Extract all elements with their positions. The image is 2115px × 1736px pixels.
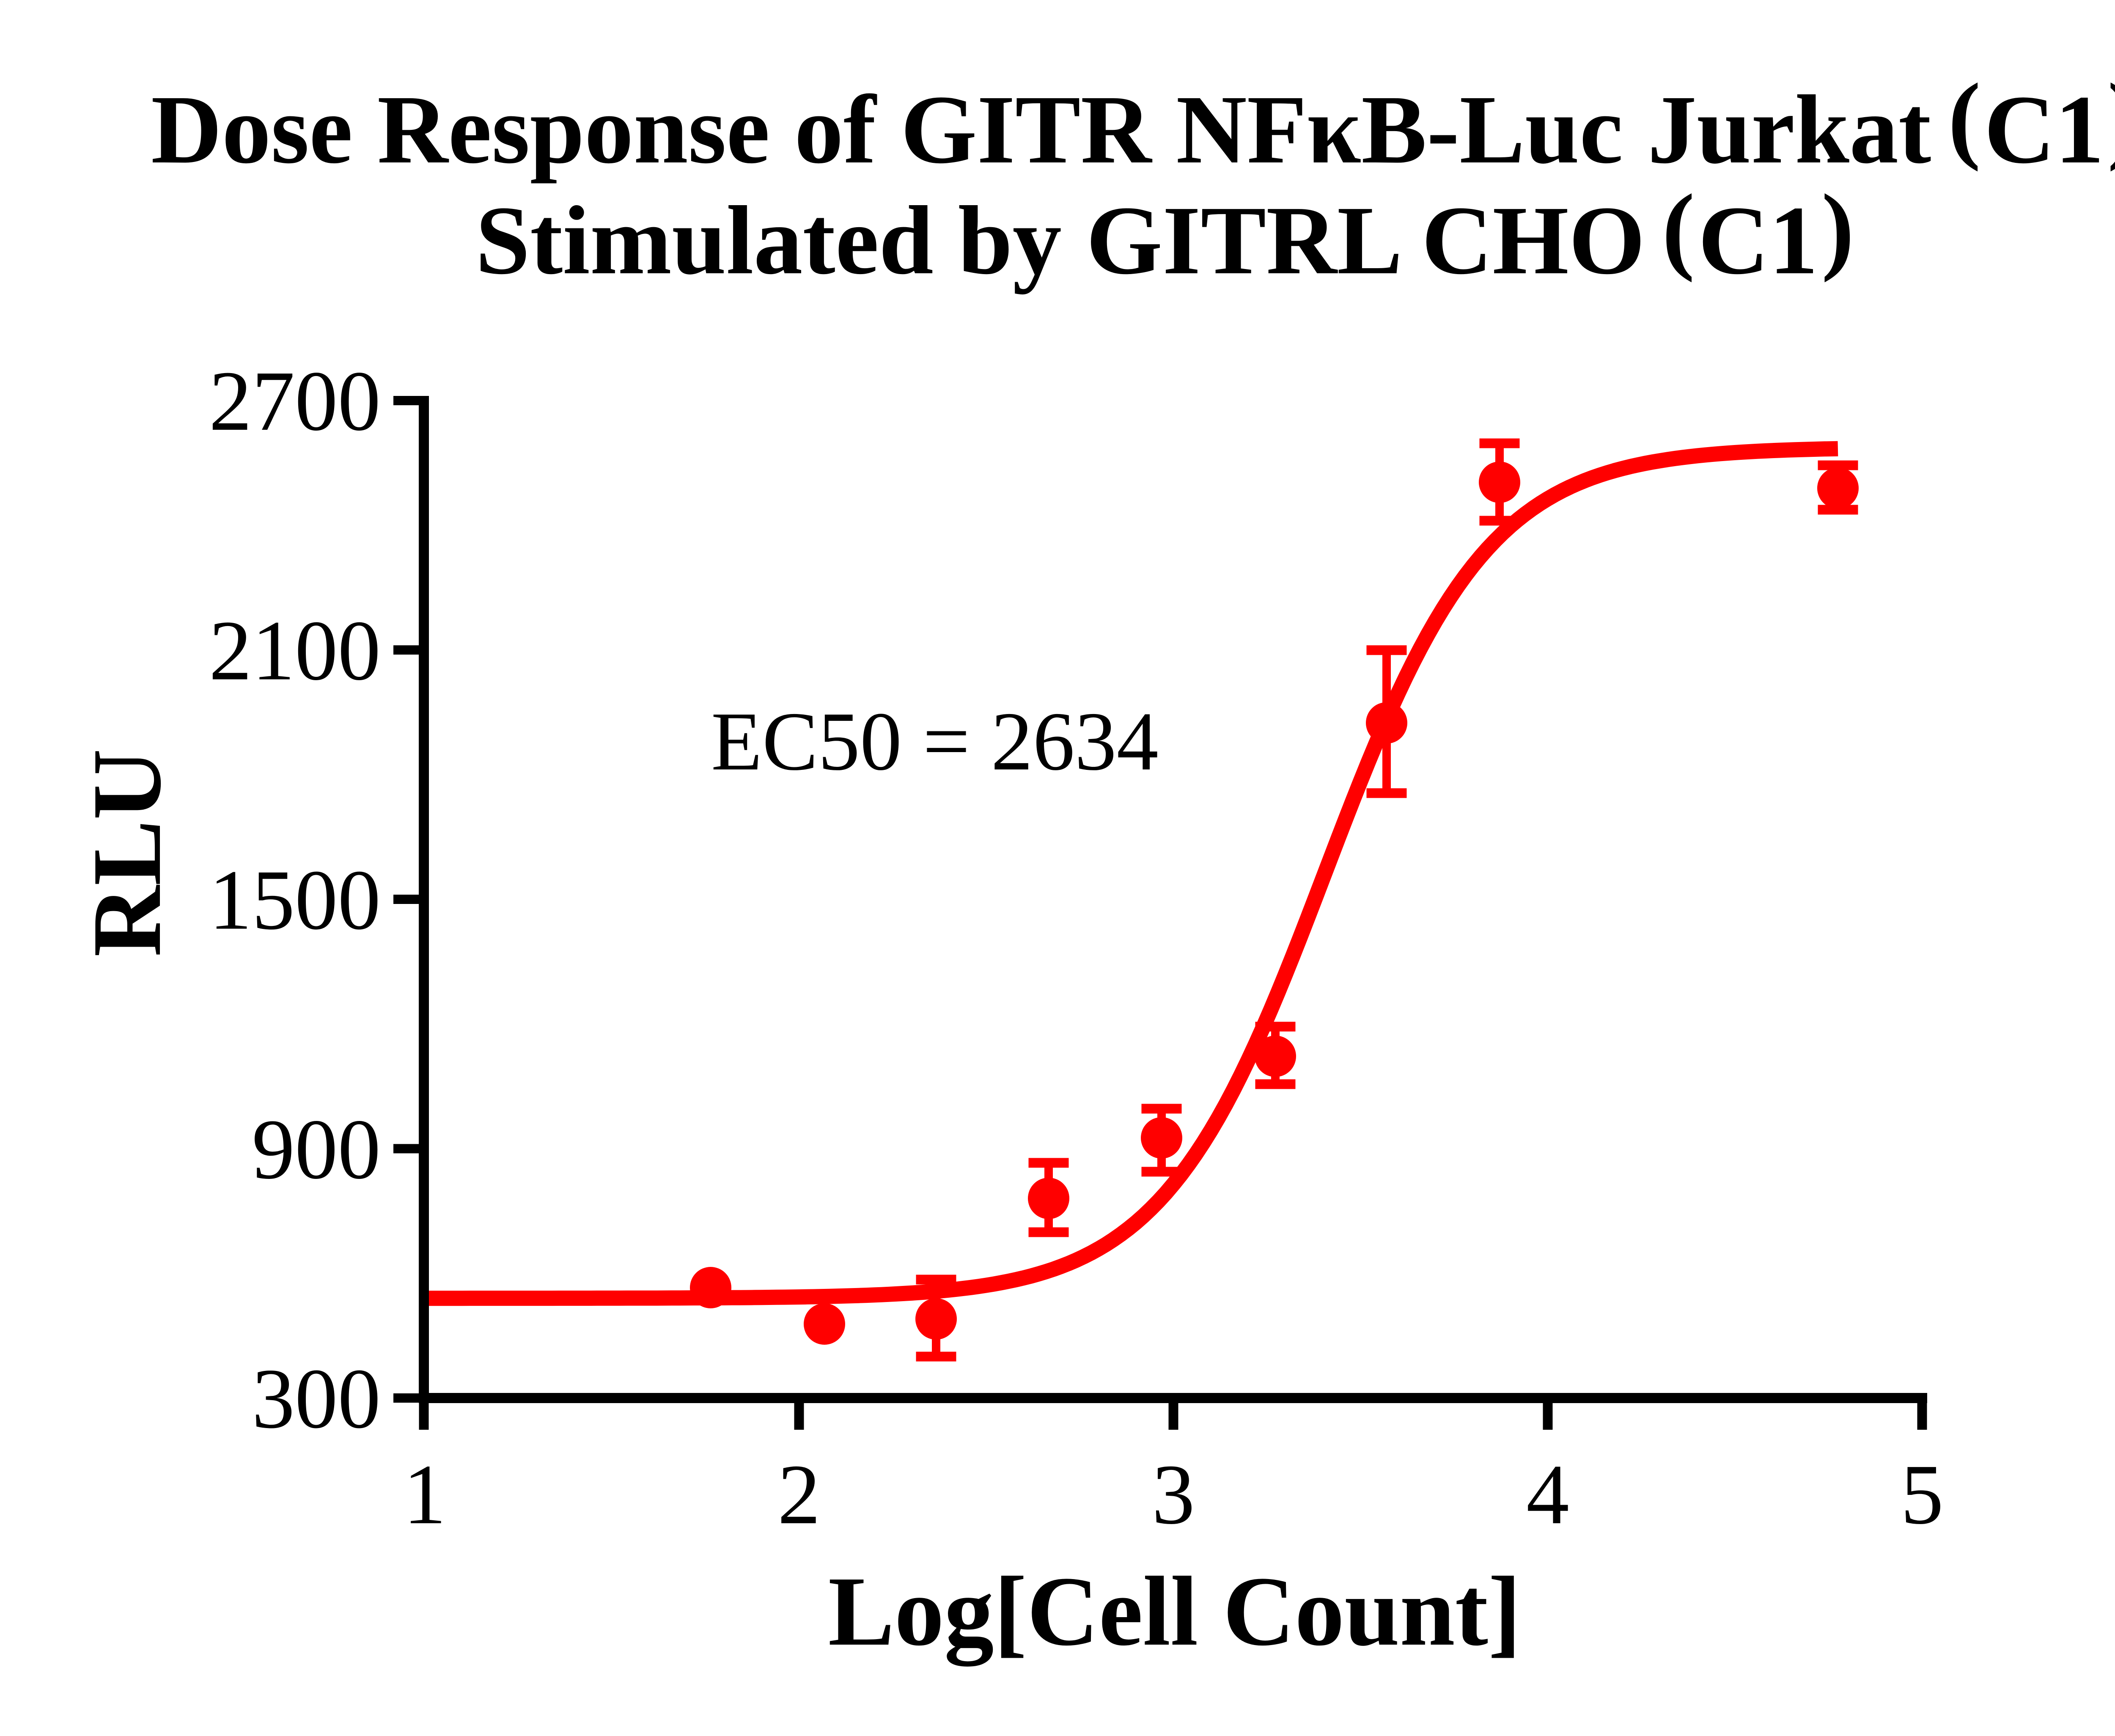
svg-text:1500: 1500 [209, 852, 381, 948]
svg-text:4: 4 [1526, 1447, 1569, 1542]
svg-text:1: 1 [403, 1447, 446, 1542]
svg-text:Stimulated by GITRL CHO(C1): Stimulated by GITRL CHO (C1) [475, 174, 1854, 295]
svg-text:3: 3 [1152, 1447, 1195, 1542]
svg-text:900: 900 [252, 1101, 381, 1197]
svg-text:Dose Response of GITR NFκB-Luc: Dose Response of GITR NFκB-Luc Jurkat (C1… [151, 63, 2115, 184]
svg-text:2700: 2700 [209, 353, 381, 448]
svg-text:EC50 = 2634: EC50 = 2634 [711, 695, 1159, 788]
svg-text:Log[Cell Count]: Log[Cell Count] [828, 1556, 1521, 1667]
svg-text:5: 5 [1901, 1447, 1944, 1542]
svg-text:2100: 2100 [209, 603, 381, 698]
svg-text:300: 300 [252, 1351, 381, 1446]
svg-text:RLU: RLU [72, 749, 181, 957]
svg-text:2: 2 [777, 1447, 821, 1542]
